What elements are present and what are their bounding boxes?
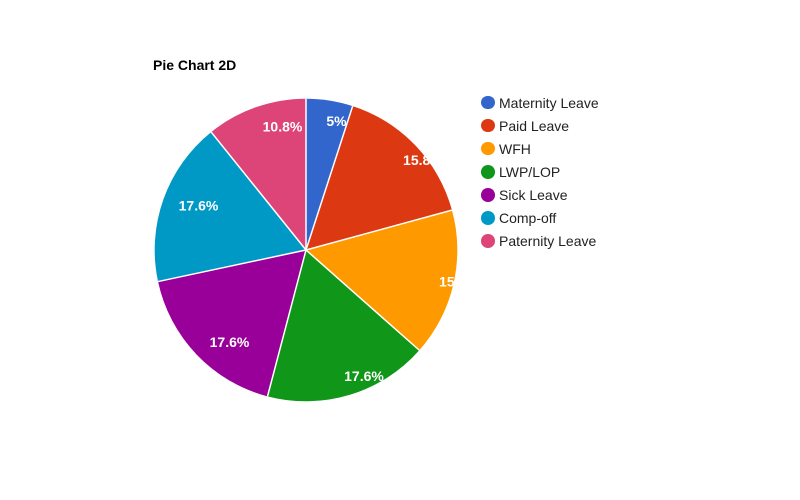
svg-text:17.6%: 17.6%	[210, 334, 250, 350]
svg-text:17.6%: 17.6%	[344, 368, 384, 384]
svg-text:15.8%: 15.8%	[403, 152, 443, 168]
svg-text:10.8%: 10.8%	[263, 118, 303, 134]
svg-text:5%: 5%	[326, 113, 347, 129]
svg-text:15.8%: 15.8%	[439, 273, 479, 289]
svg-text:17.6%: 17.6%	[179, 197, 219, 213]
